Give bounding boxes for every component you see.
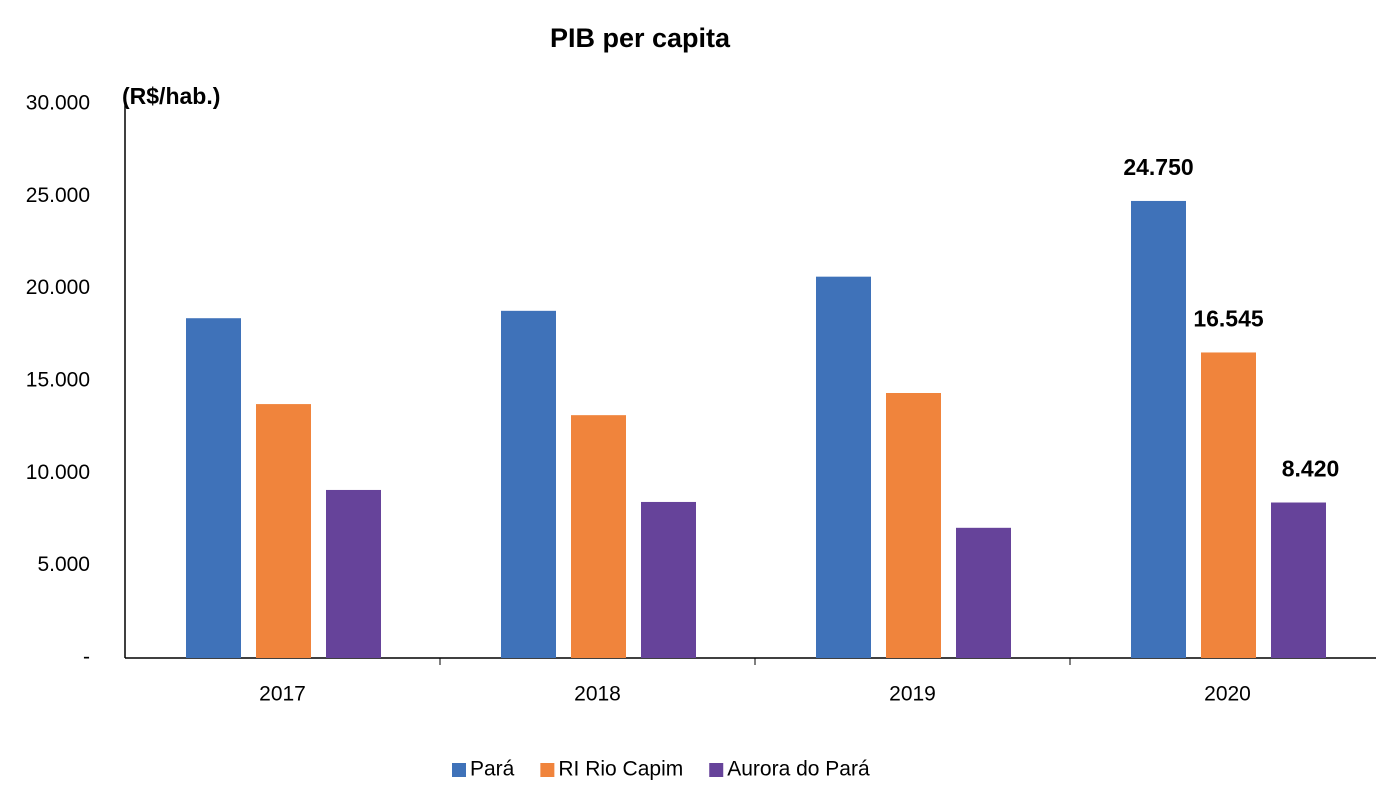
y-tick-label: 20.000	[26, 276, 90, 299]
legend-label: RI Rio Capim	[558, 758, 683, 781]
y-tick-label: 5.000	[37, 553, 90, 576]
x-tick-label: 2017	[259, 683, 306, 706]
data-label: 16.545	[1193, 306, 1264, 332]
bar	[1201, 352, 1256, 658]
legend-label: Pará	[470, 758, 515, 781]
bar	[186, 318, 241, 658]
legend-swatch	[452, 763, 466, 777]
legend-swatch	[709, 763, 724, 777]
data-label: 24.750	[1123, 154, 1193, 180]
bar	[501, 310, 556, 658]
bar	[886, 393, 941, 658]
y-tick-label: 15.000	[26, 369, 90, 392]
y-tick-label: 10.000	[26, 461, 90, 484]
chart-title: PIB per capita	[550, 23, 731, 53]
bar	[1271, 502, 1326, 658]
bar	[956, 527, 1011, 658]
legend-label: Aurora do Pará	[727, 758, 870, 781]
bar	[641, 501, 696, 658]
bar	[256, 404, 311, 658]
bar	[571, 415, 626, 658]
data-label: 8.420	[1282, 456, 1340, 482]
bar	[326, 489, 381, 658]
y-tick-label: 25.000	[26, 184, 90, 207]
x-tick-label: 2020	[1204, 683, 1251, 706]
y-tick-label: -	[83, 646, 90, 669]
legend-swatch	[540, 763, 555, 777]
y-axis-label: (R$/hab.)	[122, 83, 220, 109]
bar	[1131, 200, 1186, 658]
x-tick-label: 2019	[889, 683, 936, 706]
y-tick-label: 30.000	[26, 92, 90, 115]
bar	[816, 276, 871, 658]
x-tick-label: 2018	[574, 683, 621, 706]
